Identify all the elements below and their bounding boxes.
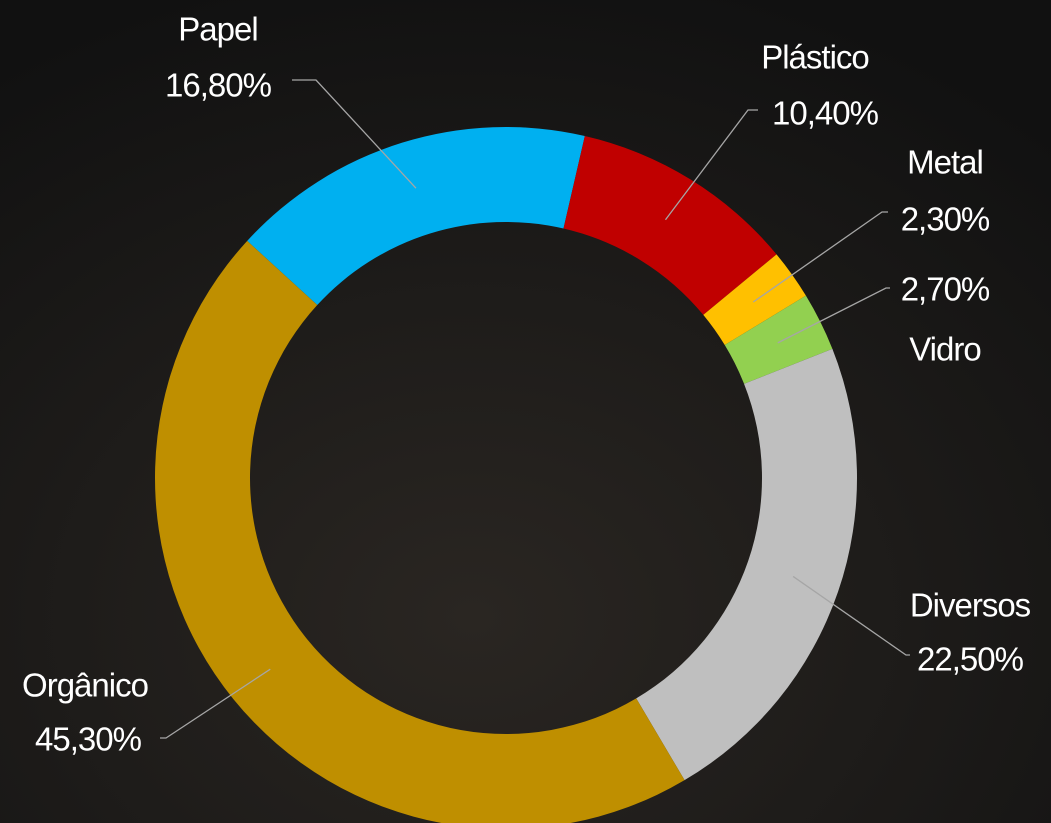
category-label: Plástico	[761, 39, 869, 76]
value-label: 2,70%	[901, 271, 990, 308]
value-label: 45,30%	[35, 721, 142, 758]
value-label: 10,40%	[772, 95, 879, 132]
page: Papel 16,80% Plástico 10,40% Metal 2,30% Vidro…	[0, 0, 1051, 823]
value-label: 2,30%	[901, 201, 990, 238]
background	[0, 0, 1051, 823]
category-label: Orgânico	[22, 667, 148, 704]
value-label: 22,50%	[917, 641, 1024, 678]
category-label: Metal	[907, 144, 983, 181]
category-label: Vidro	[909, 331, 980, 368]
category-label: Papel	[178, 11, 257, 48]
value-label: 16,80%	[165, 67, 272, 104]
chart: Papel 16,80% Plástico 10,40% Metal 2,30% Vidro…	[0, 0, 1051, 823]
category-label: Diversos	[910, 587, 1031, 624]
